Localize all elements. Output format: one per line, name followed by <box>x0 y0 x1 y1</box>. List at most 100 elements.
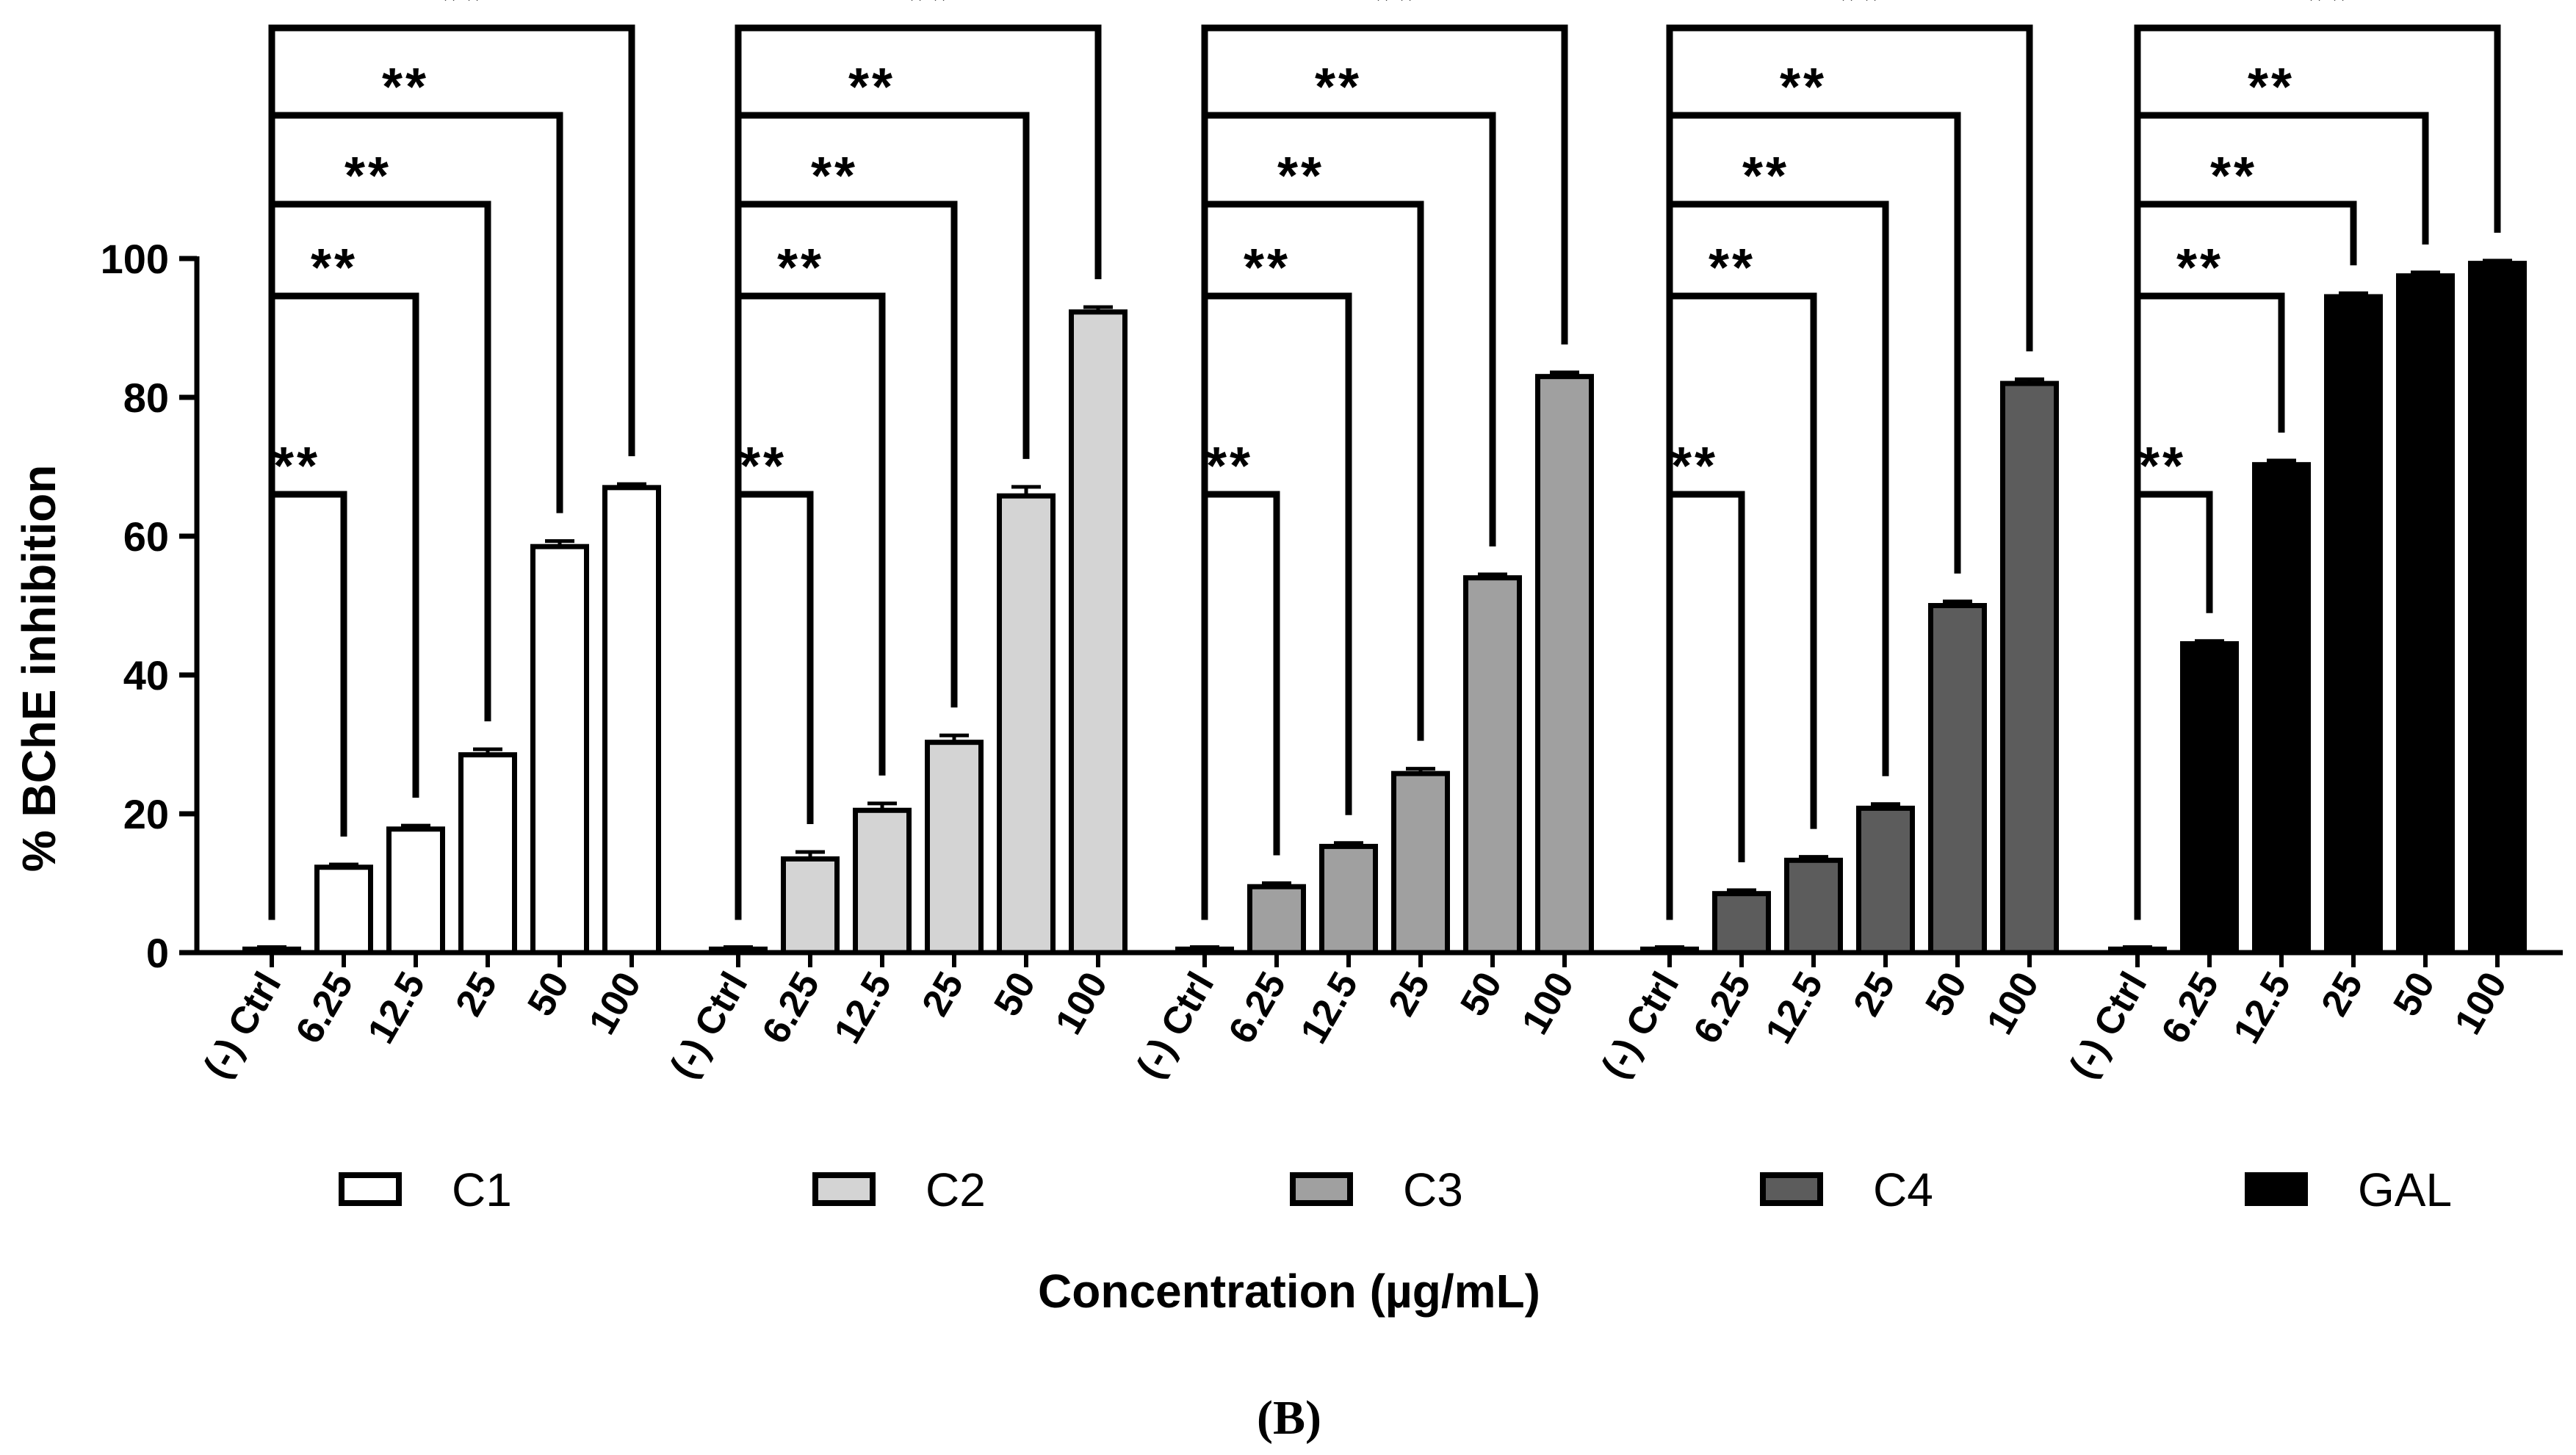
significance-stars: ** <box>848 58 895 117</box>
x-tick-label: 50 <box>1917 965 1975 1023</box>
significance-stars: ** <box>740 437 787 496</box>
significance-bracket <box>268 201 491 920</box>
significance-stars: ** <box>1837 0 1884 29</box>
significance-bracket <box>1201 201 1424 920</box>
significance-stars: ** <box>1372 0 1419 29</box>
significance-stars: ** <box>811 147 858 206</box>
bar <box>314 864 373 956</box>
significance-bracket <box>735 24 1102 920</box>
legend-label: C4 <box>1873 1163 1933 1216</box>
bar <box>1175 946 1234 956</box>
axes: 0 20 40 60 80 100 <box>101 236 2563 976</box>
legend-item: C4 <box>1760 1163 1933 1216</box>
significance-bracket <box>268 24 635 920</box>
y-tick-label: 40 <box>123 652 169 698</box>
panel-label: (B) <box>1257 1391 1321 1445</box>
significance-stars: ** <box>1780 58 1827 117</box>
x-tick-label: 50 <box>519 965 577 1023</box>
significance-bracket <box>1201 24 1568 920</box>
significance-bracket <box>735 491 814 920</box>
legend-swatch <box>339 1172 402 1206</box>
bar <box>2324 294 2383 956</box>
bar <box>1535 374 1594 956</box>
legend: C1 C2 C3 C4 GAL <box>339 1163 2452 1216</box>
x-tick-label: 12.5 <box>826 965 901 1051</box>
significance-stars: ** <box>273 437 320 496</box>
legend-label: C1 <box>452 1163 512 1216</box>
bar <box>2000 380 2059 956</box>
significance-bracket <box>2134 24 2501 920</box>
bar <box>1069 309 1128 956</box>
significance-bracket <box>2134 201 2357 920</box>
legend-item: GAL <box>2245 1163 2452 1216</box>
bars <box>242 259 2527 956</box>
x-tick-label: 25 <box>447 965 505 1023</box>
legend-swatch <box>1290 1172 1353 1206</box>
bar <box>1784 857 1843 956</box>
x-tick-label: 6.25 <box>288 965 362 1051</box>
x-tick-label: 100 <box>1979 965 2048 1041</box>
bar <box>2468 261 2527 956</box>
significance-stars: ** <box>311 239 358 297</box>
x-axis-label: Concentration (µg/mL) <box>1038 1265 1540 1318</box>
bar <box>386 826 445 956</box>
significance-stars: ** <box>2176 239 2223 297</box>
y-axis-label: % BChE inhibition <box>12 465 65 873</box>
legend-swatch <box>1760 1172 1823 1206</box>
x-tick-label: 25 <box>914 965 972 1023</box>
bar <box>1856 805 1915 956</box>
x-tick-label: 100 <box>1514 965 1583 1041</box>
bar <box>925 740 984 956</box>
bar <box>1712 891 1771 956</box>
significance-stars: ** <box>2305 0 2352 29</box>
significance-stars: ** <box>1742 147 1789 206</box>
bar <box>242 946 301 956</box>
significance-stars: ** <box>906 0 953 29</box>
y-tick-label: 80 <box>123 375 169 421</box>
significance-stars: ** <box>2248 58 2295 117</box>
legend-item: C3 <box>1290 1163 1463 1216</box>
bar <box>709 946 768 956</box>
significance-stars: ** <box>382 58 429 117</box>
significance-stars: ** <box>344 147 392 206</box>
significance-stars: ** <box>1315 58 1362 117</box>
x-tick-label: (-) Ctrl <box>195 965 289 1086</box>
x-tick-label: 6.25 <box>1221 965 1295 1051</box>
legend-swatch <box>2245 1172 2308 1206</box>
bar <box>997 493 1056 956</box>
x-tick-label: 25 <box>1845 965 1903 1023</box>
bar <box>1319 843 1378 956</box>
significance-stars: ** <box>777 239 824 297</box>
bar <box>602 485 661 956</box>
bar <box>1640 946 1699 956</box>
x-tick-label: 50 <box>2385 965 2443 1023</box>
y-tick-label: 60 <box>123 513 169 560</box>
significance-bracket <box>1666 201 1889 920</box>
bar <box>2180 640 2239 956</box>
bar <box>2396 273 2455 956</box>
legend-swatch <box>812 1172 876 1206</box>
bar <box>530 544 589 956</box>
x-tick-label: 25 <box>2313 965 2371 1023</box>
significance-bracket <box>268 491 347 920</box>
x-tick-label: 6.25 <box>2154 965 2228 1051</box>
significance-stars: ** <box>439 0 486 29</box>
x-tick-label: 100 <box>1047 965 1116 1041</box>
bar <box>1391 770 1450 956</box>
legend-label: C3 <box>1403 1163 1463 1216</box>
x-tick-label: 25 <box>1380 965 1438 1023</box>
significance-stars: ** <box>1709 239 1756 297</box>
x-tick-label: 12.5 <box>2226 965 2300 1051</box>
significance-stars: ** <box>1244 239 1291 297</box>
x-tick-label: 6.25 <box>1686 965 1760 1051</box>
significance-brackets: ** ** ** ** ** ** ** ** ** ** ** ** ** ** ** ** ** ** ** **… <box>268 0 2501 920</box>
x-tick-label: 100 <box>2447 965 2516 1041</box>
y-tick-label: 100 <box>101 236 169 282</box>
x-tick-label: 50 <box>1452 965 1510 1023</box>
x-tick-label: (-) Ctrl <box>1593 965 1687 1086</box>
significance-bracket <box>1666 491 1745 920</box>
x-tick-label: 50 <box>986 965 1044 1023</box>
y-tick-label: 20 <box>123 791 169 837</box>
